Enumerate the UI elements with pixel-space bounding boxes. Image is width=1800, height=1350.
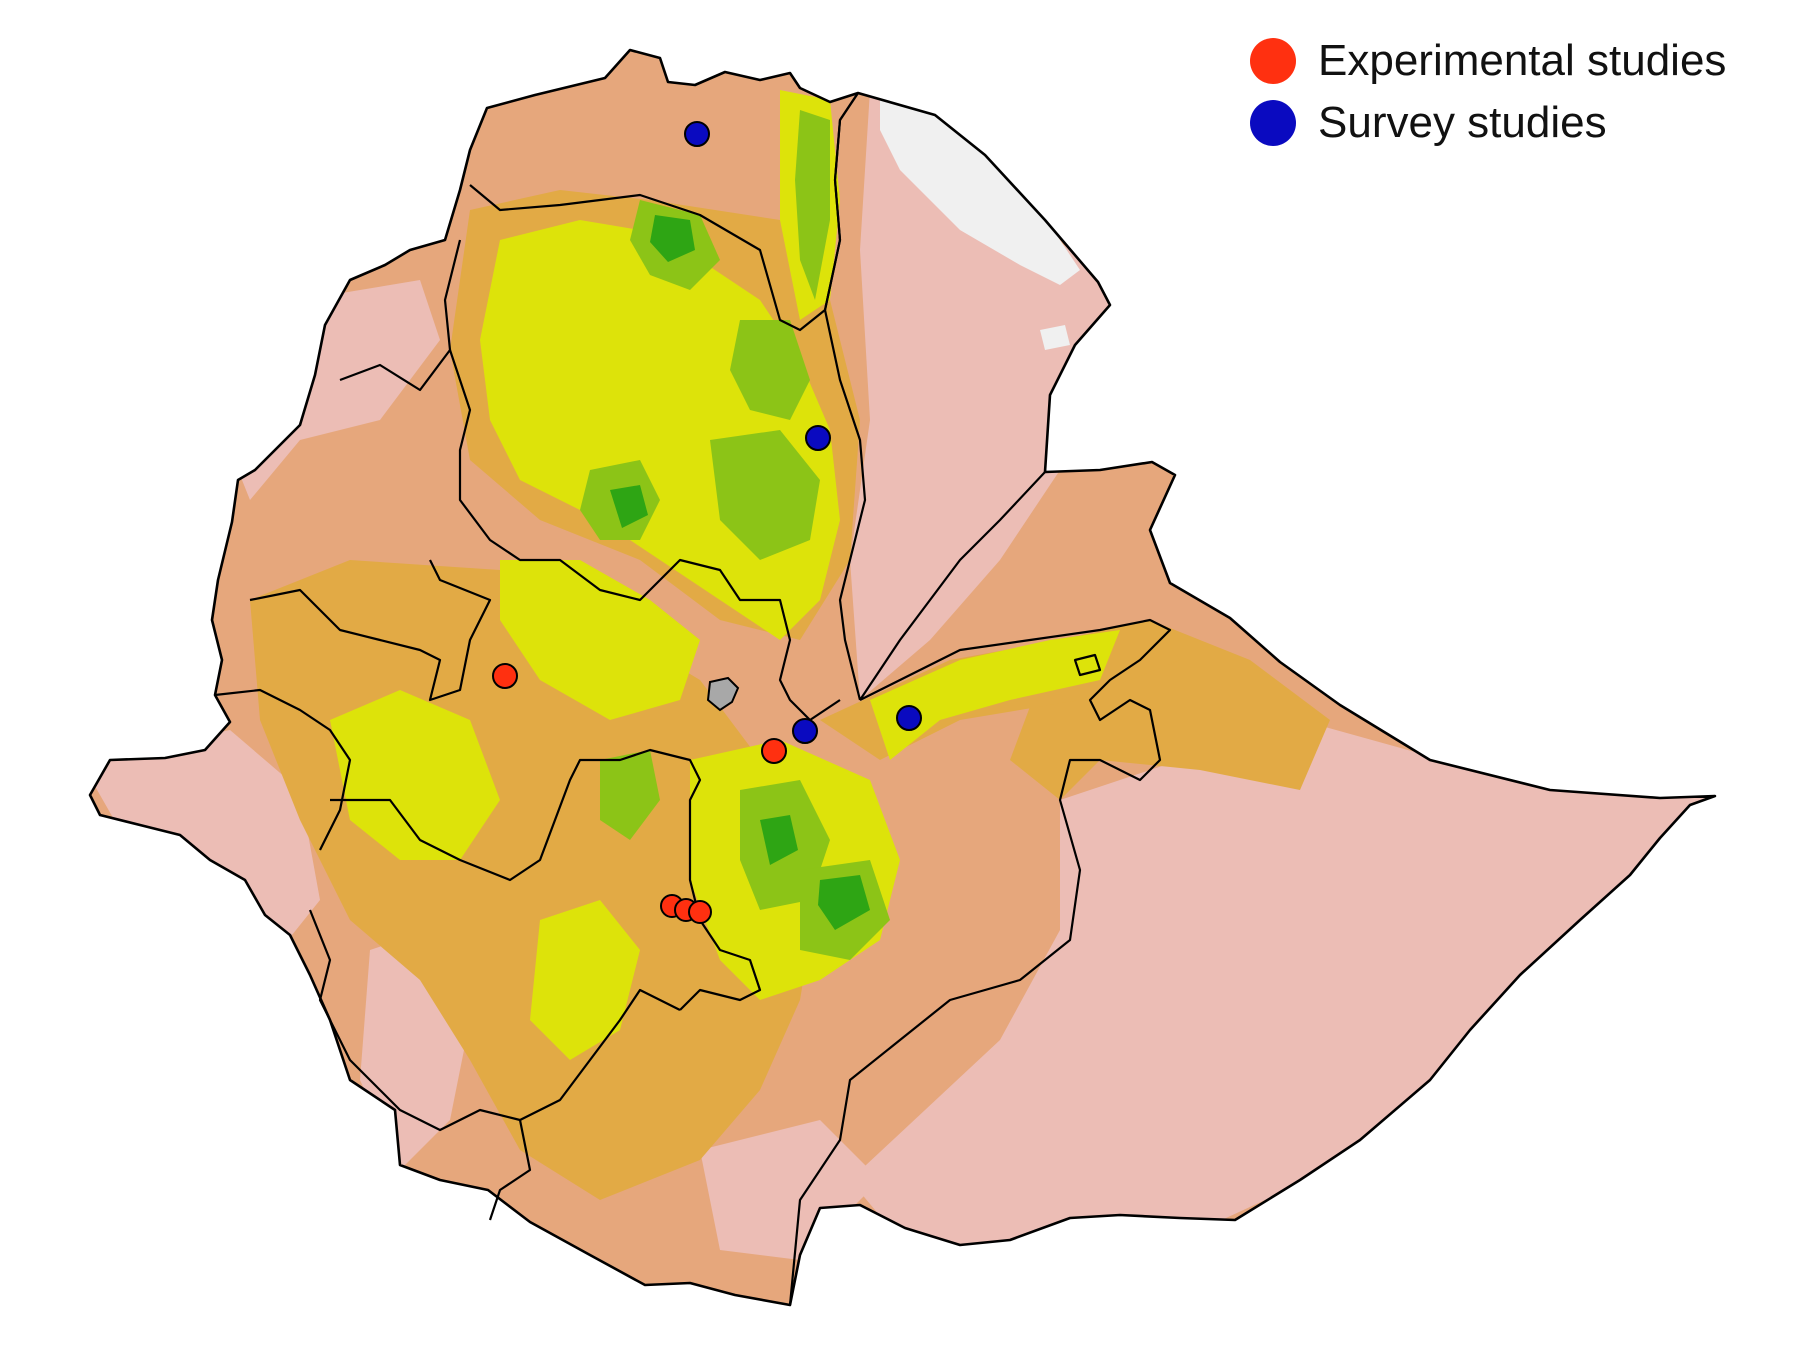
peak-south	[818, 875, 870, 930]
experimental-site-marker	[492, 663, 518, 689]
green-north-3	[710, 430, 820, 560]
peak-central	[610, 485, 648, 528]
survey-markers	[684, 121, 922, 744]
lake-addis	[706, 676, 740, 712]
green-north-2	[730, 320, 810, 420]
border-afar-west	[823, 92, 867, 701]
country-border	[88, 48, 1717, 1307]
region-borders	[214, 92, 1172, 1306]
experimental-markers	[492, 663, 787, 924]
elevation-layer	[90, 90, 1715, 1260]
survey-site-marker	[896, 705, 922, 731]
legend-item-experimental: Experimental studies	[1250, 30, 1726, 92]
green-east-strip	[795, 110, 830, 300]
depression-small	[1040, 325, 1070, 350]
highland-central-west	[500, 560, 700, 720]
green-west-1	[600, 750, 660, 840]
peak-bale	[760, 815, 798, 865]
border-amhara-south	[448, 349, 841, 722]
experimental-site-marker	[761, 738, 787, 764]
survey-site-marker	[684, 121, 710, 147]
peak-north	[650, 215, 695, 262]
lowland-west	[90, 730, 320, 950]
border-dire-dawa	[1073, 653, 1102, 677]
survey-site-marker	[792, 718, 818, 744]
lowland-northwest	[230, 280, 440, 500]
border-snnp-south	[488, 1119, 532, 1221]
border-amhara-west	[339, 239, 462, 392]
legend-label-survey: Survey studies	[1318, 98, 1607, 147]
blue-circle-icon	[1250, 100, 1296, 146]
map-legend: Experimental studies Survey studies	[1250, 30, 1726, 154]
highland-west	[330, 690, 500, 860]
survey-site-marker	[805, 425, 831, 451]
border-afar-east	[859, 471, 1046, 701]
border-somali	[788, 618, 1172, 1306]
red-circle-icon	[1250, 38, 1296, 84]
lowland-southeast	[850, 720, 1715, 1250]
border-benishangul	[249, 559, 492, 702]
border-gambela	[214, 688, 352, 851]
legend-label-experimental: Experimental studies	[1318, 36, 1727, 85]
border-oromia-west	[330, 748, 762, 1011]
highland-southwest	[530, 900, 640, 1060]
danakil-depression	[880, 95, 1080, 285]
experimental-site-marker	[688, 900, 712, 924]
highland-rift-east	[870, 630, 1120, 760]
legend-item-survey: Survey studies	[1250, 92, 1726, 154]
